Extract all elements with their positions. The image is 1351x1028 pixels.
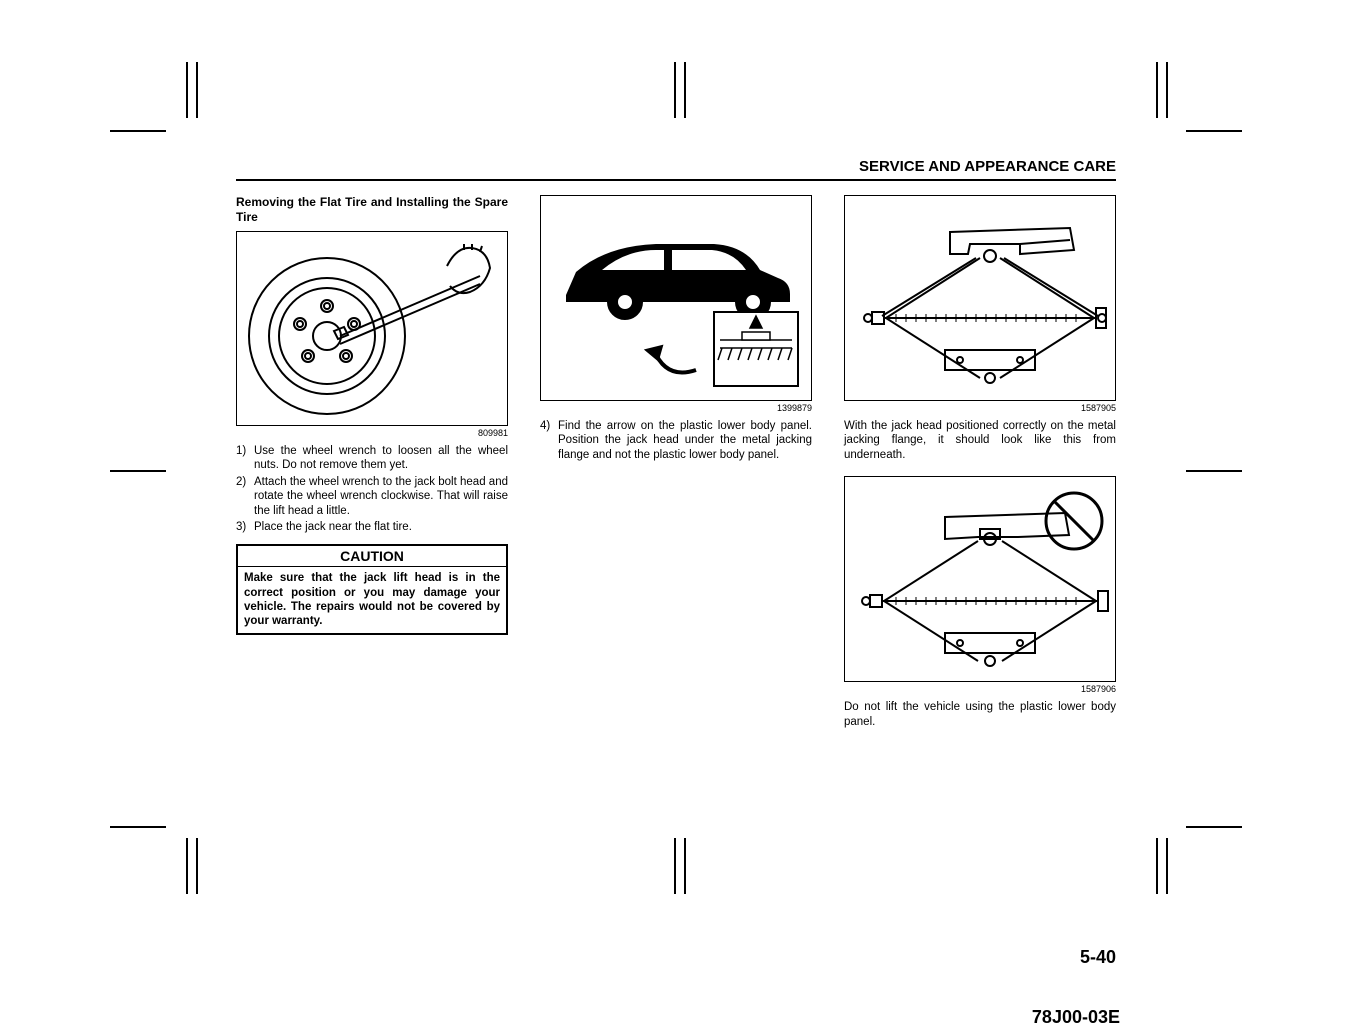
document-code: 78J00-03E (1032, 1007, 1120, 1028)
caution-box: CAUTION Make sure that the jack lift hea… (236, 544, 508, 635)
figure-wheel-wrench (236, 231, 508, 426)
paragraph: With the jack head positioned correctly … (844, 419, 1116, 462)
caution-title: CAUTION (238, 546, 506, 567)
figure-number: 1399879 (540, 403, 812, 413)
list-item: 3)Place the jack near the flat tire. (236, 520, 508, 534)
figure-jack-correct (844, 195, 1116, 401)
list-item: 2)Attach the wheel wrench to the jack bo… (236, 475, 508, 518)
three-column-layout: Removing the Flat Tire and Installing th… (236, 195, 1116, 729)
section-header: SERVICE AND APPEARANCE CARE (236, 158, 1116, 181)
page-number: 5-40 (1080, 947, 1116, 968)
column-3: 1587905 With the jack head positioned co… (844, 195, 1116, 729)
paragraph: Do not lift the vehicle using the plasti… (844, 700, 1116, 729)
list-item: 4)Find the arrow on the plastic lower bo… (540, 419, 812, 462)
manual-page: SERVICE AND APPEARANCE CARE Removing the… (236, 158, 1116, 838)
figure-jack-incorrect (844, 476, 1116, 682)
figure-number: 809981 (236, 428, 508, 438)
list-item: 1)Use the wheel wrench to loosen all the… (236, 444, 508, 473)
column-2: 1399879 4)Find the arrow on the plastic … (540, 195, 812, 729)
column-1: Removing the Flat Tire and Installing th… (236, 195, 508, 729)
step-list: 1)Use the wheel wrench to loosen all the… (236, 444, 508, 534)
figure-car-jack-point (540, 195, 812, 401)
step-list: 4)Find the arrow on the plastic lower bo… (540, 419, 812, 462)
subheading: Removing the Flat Tire and Installing th… (236, 195, 508, 225)
figure-number: 1587905 (844, 403, 1116, 413)
caution-body: Make sure that the jack lift head is in … (238, 567, 506, 633)
figure-number: 1587906 (844, 684, 1116, 694)
